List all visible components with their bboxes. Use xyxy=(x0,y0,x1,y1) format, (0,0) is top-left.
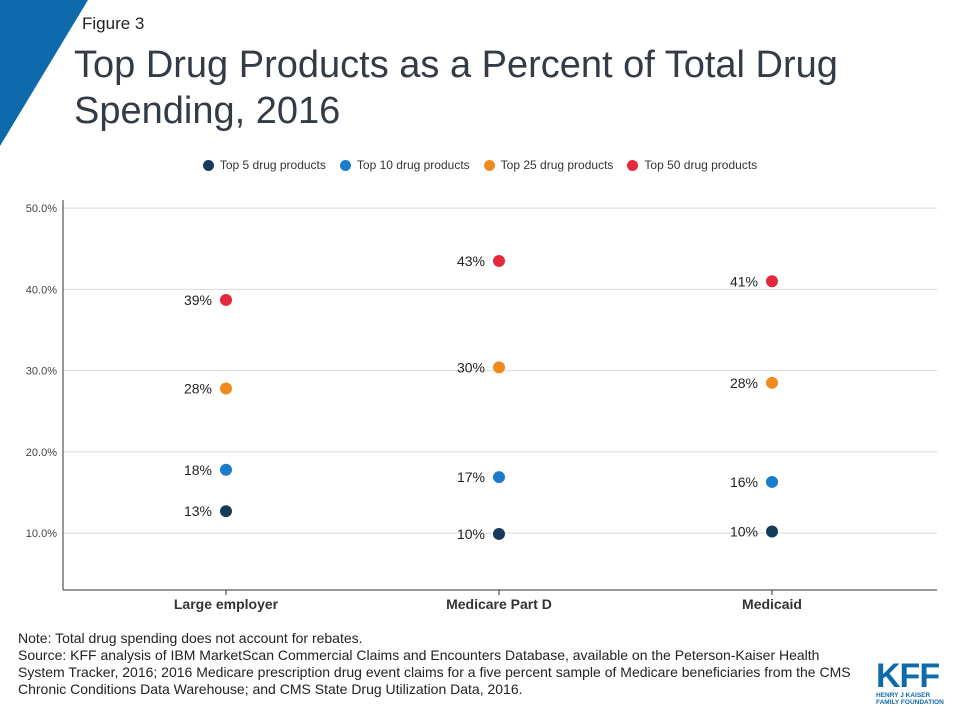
page-title: Top Drug Products as a Percent of Total … xyxy=(74,44,838,132)
data-label: 17% xyxy=(457,469,485,485)
data-point xyxy=(766,376,778,389)
legend-item: Top 50 drug products xyxy=(627,158,757,172)
chart-area: 10.0% 20.0% 30.0% 40.0% 50.0% Large employer M… xyxy=(26,200,937,612)
data-point xyxy=(493,471,505,484)
data-point xyxy=(493,254,505,267)
legend-swatch xyxy=(483,159,495,171)
corner-accent xyxy=(0,0,88,146)
legend-label: Top 10 drug products xyxy=(356,158,470,172)
data-point xyxy=(493,527,505,540)
data-label: 13% xyxy=(184,503,212,519)
x-tick-label: Large employer xyxy=(174,596,279,612)
data-label: 16% xyxy=(730,474,758,490)
data-label: 41% xyxy=(730,273,758,289)
legend-swatch xyxy=(627,159,639,171)
legend-swatch xyxy=(202,159,214,171)
data-point xyxy=(220,293,232,306)
data-point xyxy=(766,475,778,488)
kff-logo-line2: FAMILY FOUNDATION xyxy=(876,699,944,706)
legend-item: Top 10 drug products xyxy=(339,158,470,172)
y-tick-label: 50.0% xyxy=(26,203,57,215)
y-tick-label: 20.0% xyxy=(26,447,57,459)
data-point xyxy=(766,275,778,288)
data-point xyxy=(766,525,778,538)
data-label: 18% xyxy=(184,462,212,478)
data-label: 10% xyxy=(730,524,758,540)
legend-label: Top 5 drug products xyxy=(219,158,326,172)
note-text: Note: Total drug spending does not accou… xyxy=(18,630,363,646)
x-tick-label: Medicare Part D xyxy=(446,596,552,612)
kff-logo: KFF HENRY J KAISER FAMILY FOUNDATION xyxy=(876,657,946,706)
data-point xyxy=(220,505,232,518)
legend-label: Top 25 drug products xyxy=(500,158,614,172)
kff-logo-line1: HENRY J KAISER xyxy=(876,692,931,699)
source-text: Source: KFF analysis of IBM MarketScan C… xyxy=(18,647,851,697)
data-label: 39% xyxy=(184,292,212,308)
data-point xyxy=(220,382,232,395)
data-point xyxy=(493,361,505,374)
data-label: 28% xyxy=(730,375,758,391)
chart-legend: Top 5 drug products Top 10 drug products T… xyxy=(0,158,960,172)
legend-item: Top 5 drug products xyxy=(202,158,326,172)
y-tick-label: 40.0% xyxy=(26,284,57,296)
figure-label: Figure 3 xyxy=(82,14,145,33)
legend-label: Top 50 drug products xyxy=(644,158,758,172)
legend-item: Top 25 drug products xyxy=(483,158,614,172)
y-tick-label: 30.0% xyxy=(26,366,57,378)
data-label: 30% xyxy=(457,359,485,375)
data-point xyxy=(220,463,232,476)
data-label: 10% xyxy=(457,526,485,542)
x-tick-label: Medicaid xyxy=(742,596,802,612)
data-label: 43% xyxy=(457,253,485,269)
kff-logo-mark: KFF xyxy=(876,657,940,695)
y-tick-label: 10.0% xyxy=(26,528,57,540)
legend-swatch xyxy=(339,159,351,171)
data-label: 28% xyxy=(184,381,212,397)
chart-notes: Note: Total drug spending does not accou… xyxy=(18,630,868,698)
